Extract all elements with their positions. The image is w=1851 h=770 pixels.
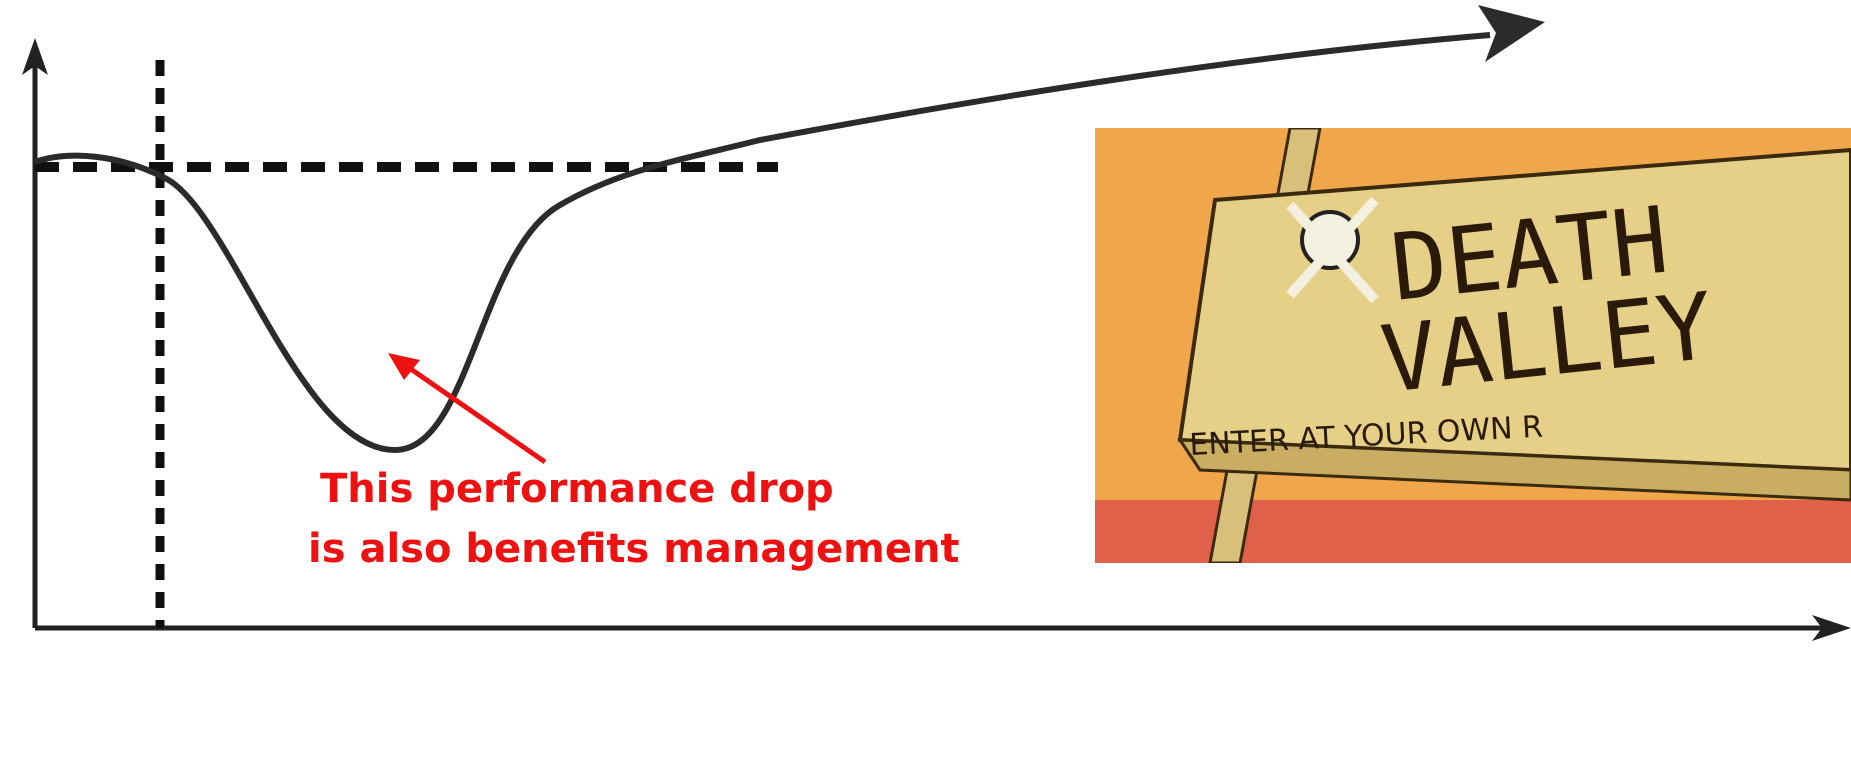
annotation-text: is also benefits management [308, 526, 960, 572]
annotation-text: This performance drop [320, 466, 834, 512]
annotation-arrow [405, 365, 545, 462]
diagram: This performance drop is also benefits m… [0, 0, 1851, 770]
image-ground [1095, 500, 1851, 563]
page: This performance drop is also benefits m… [0, 0, 1851, 770]
annotation-arrowhead [388, 353, 420, 380]
death-valley-image: DEATH VALLEY ENTER AT YOUR OWN R [1095, 128, 1851, 563]
